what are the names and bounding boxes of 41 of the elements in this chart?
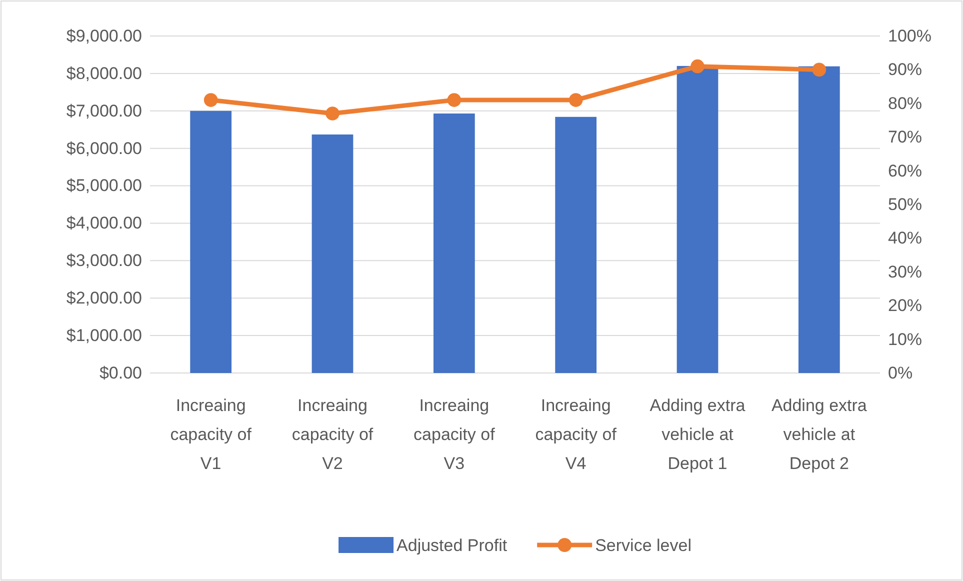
- y-tick-label: $5,000.00: [66, 176, 142, 196]
- y2-tick-label: 20%: [888, 296, 922, 316]
- legend-label: Service level: [595, 536, 692, 555]
- y-tick-label: $2,000.00: [66, 288, 142, 308]
- y-tick-label: $8,000.00: [66, 64, 142, 83]
- x-tick-label: Adding extra vehicle at Depot 2: [771, 396, 868, 473]
- point: [204, 93, 218, 107]
- y-tick-label: $0.00: [99, 363, 142, 382]
- bar: [312, 134, 354, 373]
- y2-tick-label: 30%: [888, 262, 922, 282]
- point: [812, 62, 826, 77]
- y2-tick-label: 80%: [888, 94, 922, 113]
- y2-tick-label: 10%: [888, 330, 922, 349]
- x-tick-label: Adding extra vehicle at Depot 1: [650, 396, 746, 473]
- y2-tick-label: 0%: [888, 363, 913, 382]
- y-tick-label: $4,000.00: [66, 214, 142, 233]
- bar: [433, 114, 475, 373]
- y2-tick-label: 60%: [888, 161, 922, 180]
- y-tick-label: $9,000.00: [66, 26, 142, 46]
- bar: [555, 116, 597, 373]
- y-tick-label: $7,000.00: [66, 101, 142, 120]
- y-tick-label: $3,000.00: [66, 251, 142, 270]
- y2-tick-label: 70%: [888, 128, 922, 147]
- y2-tick-label: 100%: [888, 26, 932, 46]
- y-tick-label: $6,000.00: [66, 138, 142, 158]
- bar: [190, 110, 232, 373]
- y2-tick-label: 90%: [888, 60, 922, 80]
- bar: [676, 66, 718, 373]
- y-tick-label: $1,000.00: [66, 326, 142, 345]
- y2-tick-label: 40%: [888, 228, 922, 248]
- x-tick-label: Increaing capacity of V4: [535, 396, 617, 473]
- x-tick-label: Increaing capacity of V2: [292, 396, 374, 473]
- point: [568, 93, 583, 107]
- bar: [798, 66, 840, 373]
- x-tick-label: Increaing capacity of V1: [170, 396, 252, 473]
- point: [447, 93, 462, 107]
- y2-tick-label: 50%: [888, 194, 922, 214]
- x-tick-label: Increaing capacity of V3: [414, 396, 496, 473]
- point: [690, 59, 704, 74]
- legend-label: Adjusted Profit: [396, 536, 508, 555]
- point: [326, 106, 340, 120]
